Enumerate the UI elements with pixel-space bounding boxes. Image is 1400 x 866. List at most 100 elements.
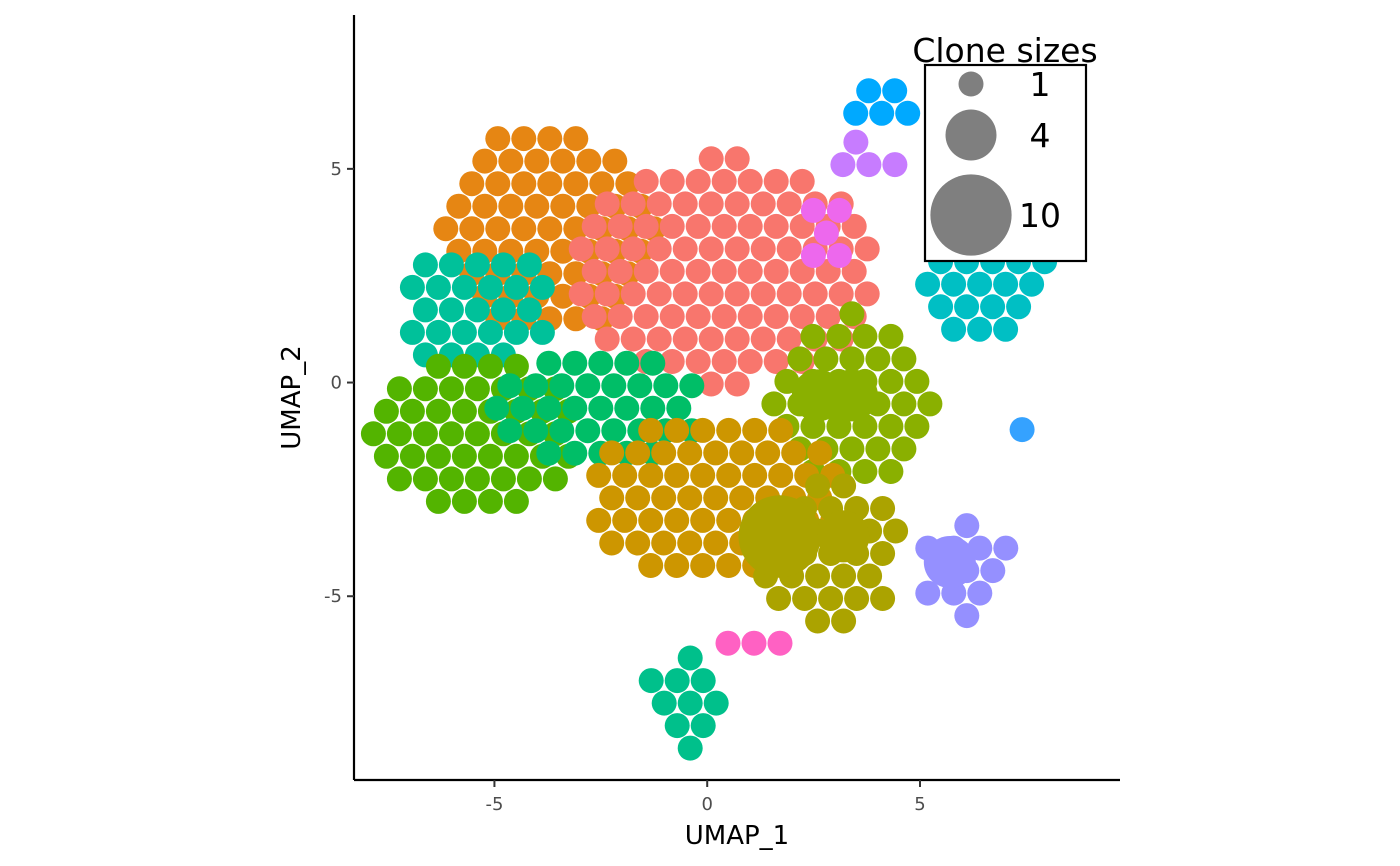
- clone-point: [792, 586, 818, 611]
- clone-point: [993, 535, 1019, 561]
- clone-point: [425, 488, 451, 514]
- clone-point: [490, 466, 516, 492]
- clone-point: [724, 371, 750, 397]
- legend-label: 4: [1030, 116, 1051, 155]
- clone-point: [601, 373, 627, 399]
- clone-point: [844, 586, 870, 611]
- clone-point: [412, 297, 438, 323]
- clone-point-large: [817, 510, 870, 563]
- clone-point: [588, 350, 614, 376]
- clone-point: [563, 171, 589, 197]
- clone-point: [800, 323, 826, 349]
- clone-point: [638, 668, 664, 694]
- clone-point: [536, 350, 562, 376]
- clone-point: [612, 462, 638, 488]
- clone-point: [485, 126, 511, 152]
- clone-point: [477, 319, 503, 345]
- clone-point: [373, 398, 399, 424]
- clone-point: [620, 326, 646, 352]
- clone-point: [698, 191, 724, 217]
- clone-point: [537, 171, 563, 197]
- clone-point: [386, 376, 412, 402]
- clone-point: [690, 417, 716, 443]
- clone-point: [763, 168, 789, 194]
- clone-point: [737, 213, 763, 239]
- clone-point: [802, 281, 828, 307]
- clone-point: [831, 563, 857, 589]
- clone-point: [594, 191, 620, 217]
- clone-point: [638, 553, 664, 578]
- clone-point: [568, 281, 594, 307]
- clone-point: [620, 281, 646, 307]
- clone-point: [716, 507, 742, 533]
- clone-point: [399, 319, 425, 345]
- clone-point: [690, 713, 716, 739]
- clone-point: [763, 349, 789, 374]
- clone-point: [664, 462, 690, 488]
- clone-point: [685, 213, 711, 239]
- clone-point: [550, 148, 576, 174]
- clone-point: [698, 281, 724, 307]
- clone-point: [425, 274, 451, 300]
- clone-point: [831, 608, 857, 634]
- clone-point: [870, 496, 896, 521]
- legend-size-key: [930, 174, 1012, 256]
- clone-point: [807, 440, 833, 466]
- clone-point: [917, 391, 943, 417]
- clone-point: [698, 146, 724, 172]
- clone-point: [882, 152, 908, 178]
- clone-point: [1019, 271, 1045, 297]
- clone-point: [711, 304, 737, 329]
- clone-point: [497, 418, 523, 444]
- clone-point: [677, 735, 703, 761]
- clone-point: [594, 281, 620, 307]
- clone-point: [464, 252, 490, 278]
- y-tick-label: 5: [331, 159, 342, 180]
- clone-point: [399, 398, 425, 424]
- clone-point: [843, 100, 869, 126]
- clone-point: [412, 466, 438, 492]
- clone-point: [412, 252, 438, 278]
- clone-point: [451, 488, 477, 514]
- clone-point: [664, 553, 690, 578]
- clone-point: [651, 440, 677, 466]
- clone-point: [516, 297, 542, 323]
- clone-point: [399, 443, 425, 469]
- clone-point: [498, 193, 524, 219]
- clone-point: [729, 440, 755, 466]
- clone-point: [625, 485, 651, 511]
- clone-point: [425, 353, 451, 379]
- clone-point: [490, 252, 516, 278]
- clone-point: [711, 213, 737, 239]
- clone-point: [967, 580, 993, 606]
- clone-point: [399, 274, 425, 300]
- clone-point: [768, 417, 794, 443]
- y-tick-label: -5: [324, 586, 342, 607]
- clone-point: [464, 297, 490, 323]
- clone-point: [672, 281, 698, 307]
- clone-point: [928, 294, 954, 320]
- clone-point: [529, 274, 555, 300]
- clone-point: [980, 558, 1006, 584]
- clone-point: [477, 274, 503, 300]
- clone-point: [677, 485, 703, 511]
- clone-point: [549, 373, 575, 399]
- clone-point: [742, 417, 768, 443]
- clone-point: [750, 191, 776, 217]
- clone-point: [716, 462, 742, 488]
- clone-point: [703, 440, 729, 466]
- clone-point: [646, 281, 672, 307]
- clone-point: [627, 373, 653, 399]
- clone-point: [438, 252, 464, 278]
- clone-point: [503, 274, 529, 300]
- clone-point: [967, 316, 993, 342]
- clone-point: [878, 323, 904, 349]
- clone-point: [625, 530, 651, 556]
- clone-point: [852, 459, 878, 484]
- clone-point: [763, 258, 789, 284]
- clone-point: [614, 395, 640, 421]
- y-axis-title: UMAP_2: [277, 345, 307, 449]
- clone-point: [563, 261, 589, 287]
- clone-point: [703, 690, 729, 716]
- clone-point: [830, 152, 856, 178]
